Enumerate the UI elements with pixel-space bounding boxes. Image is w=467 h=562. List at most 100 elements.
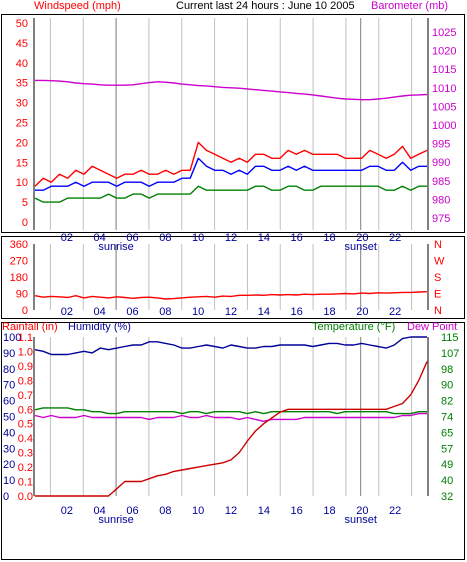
rainfall-tick-label: 1.1: [18, 332, 33, 344]
direction-tick-label: 0: [22, 305, 28, 317]
direction-tick-label: 90: [16, 289, 28, 301]
temperature-tick-label: 40: [441, 475, 453, 487]
hour-tick-label: 04: [94, 306, 106, 318]
hour-tick-label: 22: [389, 232, 401, 244]
baro-tick-label: 985: [432, 176, 450, 188]
humidity-series-line: [34, 336, 427, 356]
rainfall-tick-label: 0.5: [18, 419, 33, 431]
hour-tick-label: 06: [126, 232, 138, 244]
sunset-label: sunset: [344, 514, 376, 526]
barometer-series-line: [35, 79, 428, 101]
baro-tick-label: 1000: [432, 120, 456, 132]
temperature-tick-label: 74: [441, 412, 453, 424]
temperature-tick-label: 90: [441, 380, 453, 392]
dew-point-series-line: [34, 412, 427, 422]
baro-tick-label: 1015: [432, 64, 456, 76]
wind-tick-label: 35: [16, 78, 28, 90]
wind-tick-label: 20: [16, 137, 28, 149]
temperature-tick-label: 57: [441, 443, 453, 455]
baro-tick-label: 980: [432, 194, 450, 206]
hour-tick-label: 10: [192, 306, 204, 318]
direction-tick-label: 180: [10, 272, 28, 284]
humidity-tick-label: 70: [3, 380, 15, 392]
hour-tick-label: 16: [291, 306, 303, 318]
hour-tick-label: 18: [323, 306, 335, 318]
compass-tick-label: E: [434, 289, 441, 301]
hour-tick-label: 20: [356, 505, 368, 517]
wind-tick-label: 15: [16, 157, 28, 169]
hour-tick-label: 04: [94, 232, 106, 244]
hour-tick-label: 04: [94, 505, 106, 517]
hour-tick-label: 20: [356, 232, 368, 244]
rainfall-tick-label: 0.8: [18, 375, 33, 387]
hour-tick-label: 14: [258, 232, 270, 244]
rainfall-tick-label: 0.2: [18, 462, 33, 474]
wind-tick-label: 25: [16, 118, 28, 130]
temperature-tick-label: 115: [441, 332, 459, 344]
humidity-tick-label: 50: [3, 412, 15, 424]
baro-tick-label: 1005: [432, 101, 456, 113]
hour-tick-label: 02: [61, 505, 73, 517]
rainfall-tick-label: 0.1: [18, 477, 33, 489]
hour-tick-label: 02: [61, 306, 73, 318]
wind-minimum-series-line: [34, 185, 427, 203]
baro-tick-label: 1020: [432, 46, 456, 58]
compass-tick-label: N: [434, 305, 442, 317]
rainfall-tick-label: 0.7: [18, 390, 33, 402]
wind-tick-label: 10: [16, 177, 28, 189]
wind-tick-label: 5: [22, 197, 28, 209]
wind-tick-label: 45: [16, 38, 28, 50]
hour-tick-label: 14: [258, 306, 270, 318]
humidity-tick-label: 40: [3, 427, 15, 439]
hour-tick-label: 22: [389, 505, 401, 517]
wind-panel-frame: [1, 14, 465, 233]
hour-tick-label: 18: [323, 232, 335, 244]
hour-tick-label: 10: [192, 232, 204, 244]
humidity-tick-label: 80: [3, 364, 15, 376]
humidity-tick-label: 60: [3, 396, 15, 408]
temperature-tick-label: 32: [441, 491, 453, 503]
wind-tick-label: 0: [22, 217, 28, 229]
sunrise-label: sunrise: [98, 241, 133, 253]
rainfall-tick-label: 0.3: [18, 448, 33, 460]
hour-tick-label: 08: [159, 306, 171, 318]
baro-tick-label: 1010: [432, 83, 456, 95]
chart-title: Current last 24 hours : June 10 2005: [176, 0, 355, 12]
compass-tick-label: W: [434, 256, 445, 268]
temperature-tick-label: 65: [441, 427, 453, 439]
baro-tick-label: 1025: [432, 27, 456, 39]
wind-average-series-line: [35, 157, 427, 191]
hour-tick-label: 20: [356, 306, 368, 318]
humidity-tick-label: 0: [3, 491, 9, 503]
baro-tick-label: 975: [432, 213, 450, 225]
hour-tick-label: 16: [291, 232, 303, 244]
hour-tick-label: 06: [126, 505, 138, 517]
humidity-tick-label: 100: [3, 332, 21, 344]
temperature-tick-label: 98: [441, 364, 453, 376]
sunset-label: sunset: [344, 241, 376, 253]
hour-tick-label: 10: [192, 505, 204, 517]
wind-tick-label: 30: [16, 98, 28, 110]
temperature-tick-label: 82: [441, 396, 453, 408]
wind-gust-series-line: [34, 141, 428, 187]
humidity-tick-label: 30: [3, 443, 15, 455]
rainfall-tick-label: 1.0: [18, 346, 33, 358]
hour-tick-label: 06: [126, 306, 138, 318]
temperature-tick-label: 107: [441, 348, 459, 360]
rainfall-tick-label: 0.0: [18, 491, 33, 503]
temperature-series-line: [34, 407, 427, 415]
baro-tick-label: 990: [432, 157, 450, 169]
rainfall-tick-label: 0.9: [18, 361, 33, 373]
wind-direction-series-line: [34, 291, 428, 300]
sunrise-label: sunrise: [98, 514, 133, 526]
humidity-tick-label: 90: [3, 348, 15, 360]
hour-tick-label: 12: [225, 306, 237, 318]
hour-tick-label: 12: [225, 232, 237, 244]
hour-tick-label: 14: [258, 505, 270, 517]
hour-tick-label: 08: [159, 505, 171, 517]
dir-panel-frame: [1, 236, 465, 319]
dew-point-axis-label: Dew Point: [407, 321, 457, 333]
temperature-tick-label: 49: [441, 459, 453, 471]
baro-tick-label: 995: [432, 139, 450, 151]
